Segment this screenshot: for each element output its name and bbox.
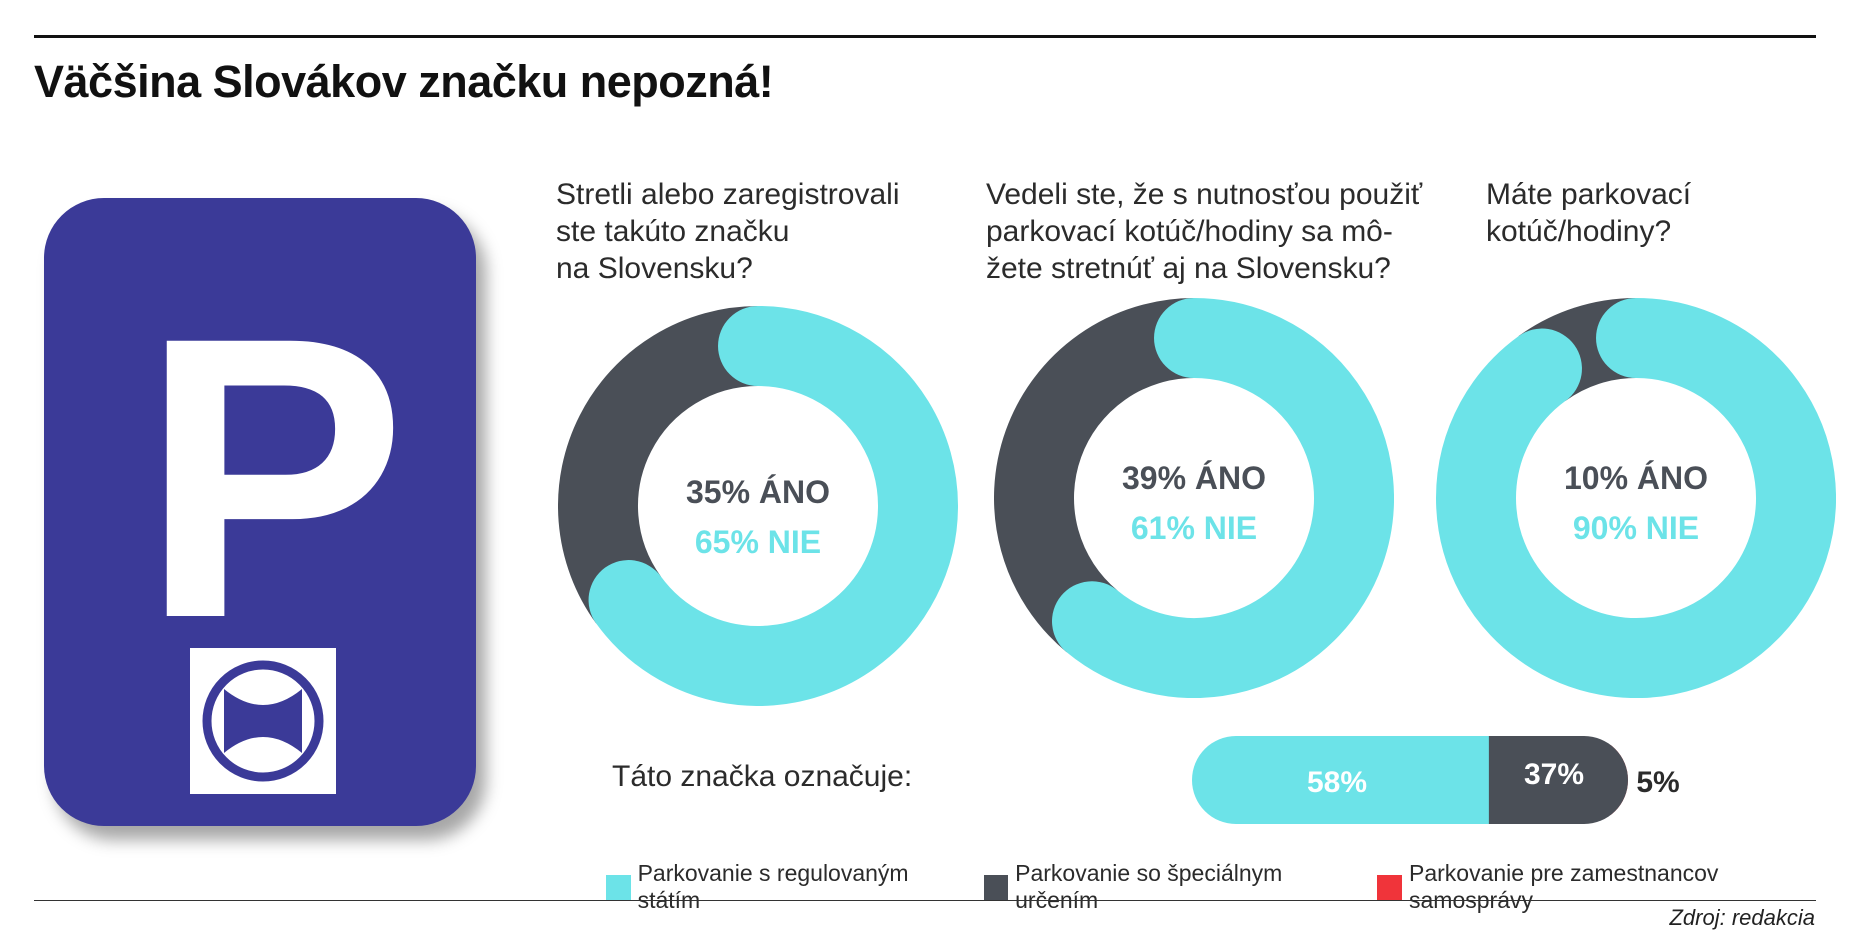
donut-1-no-label: 65% NIE xyxy=(694,524,822,560)
bar-label-employees: 5% xyxy=(1636,766,1679,799)
legend-swatch-regulated xyxy=(606,874,631,900)
bar-label-special: 37% xyxy=(1524,758,1584,791)
donut-slice-yes xyxy=(558,306,759,624)
bar-segment-regulated xyxy=(1192,736,1489,824)
parking-sign-graphic: P xyxy=(140,254,407,794)
stacked-bar: 58% 37% 5% xyxy=(1192,736,1702,824)
donut-3-no-label: 90% NIE xyxy=(1572,510,1700,546)
top-rule xyxy=(34,35,1816,38)
legend-swatch-special xyxy=(983,874,1009,900)
donut-1-yes-label: 35% ÁNO xyxy=(685,474,831,510)
donut-chart-3 xyxy=(1436,298,1836,698)
question-2: Vedeli ste, že s nutnosťou použiť parkov… xyxy=(986,178,1423,285)
donut-2-no-label: 61% NIE xyxy=(1130,510,1258,546)
parking-sign: P xyxy=(44,198,476,826)
bar-label-regulated: 58% xyxy=(1307,766,1367,799)
legend-item-special: Parkovanie so špeciálnym určením xyxy=(983,860,1366,914)
donut-slice-yes xyxy=(994,298,1195,653)
bottom-rule xyxy=(34,900,1816,901)
legend-label-special: Parkovanie so špeciálnym určením xyxy=(1015,860,1283,913)
legend-swatch-employees xyxy=(1377,874,1403,900)
legend-label-regulated: Parkovanie s regulovaným státím xyxy=(637,860,909,913)
donut-chart-2 xyxy=(994,298,1394,698)
page-title: Väčšina Slovákov značku nepozná! xyxy=(34,56,774,107)
donut-slice-no xyxy=(1436,298,1836,698)
stacked-bar-graphic: 58% 37% 5% xyxy=(1192,736,1680,824)
parking-sign-letter: P xyxy=(140,254,407,701)
parking-disc-hourglass xyxy=(224,689,302,753)
question-3: Máte parkovací kotúč/hodiny? xyxy=(1486,178,1692,248)
donut-slice-no xyxy=(1052,298,1394,698)
bar-caption: Táto značka označuje: xyxy=(612,760,913,793)
parking-disc-icon xyxy=(202,660,324,782)
donut-2-yes-label: 39% ÁNO xyxy=(1121,460,1267,496)
bar-segment-special xyxy=(1444,736,1628,824)
legend: Parkovanie s regulovaným státím Parkovan… xyxy=(606,860,1853,914)
question-1: Stretli alebo zaregistrovali ste takúto … xyxy=(556,178,900,285)
legend-item-regulated: Parkovanie s regulovaným státím xyxy=(606,860,972,914)
donut-slice-no xyxy=(588,306,958,706)
donut-3-yes-label: 10% ÁNO xyxy=(1563,460,1709,496)
donut-chart-1 xyxy=(558,306,958,706)
source-note: Zdroj: redakcia xyxy=(1669,905,1815,930)
